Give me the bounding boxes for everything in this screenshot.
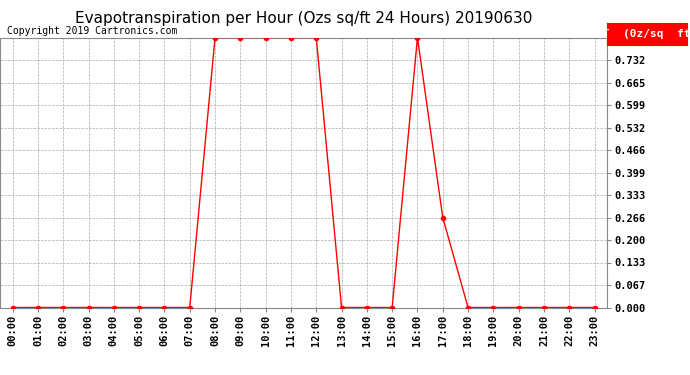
Text: Copyright 2019 Cartronics.com: Copyright 2019 Cartronics.com [7,26,177,36]
Text: ET  (0z/sq  ft): ET (0z/sq ft) [596,29,690,39]
Text: Evapotranspiration per Hour (Ozs sq/ft 24 Hours) 20190630: Evapotranspiration per Hour (Ozs sq/ft 2… [75,11,532,26]
